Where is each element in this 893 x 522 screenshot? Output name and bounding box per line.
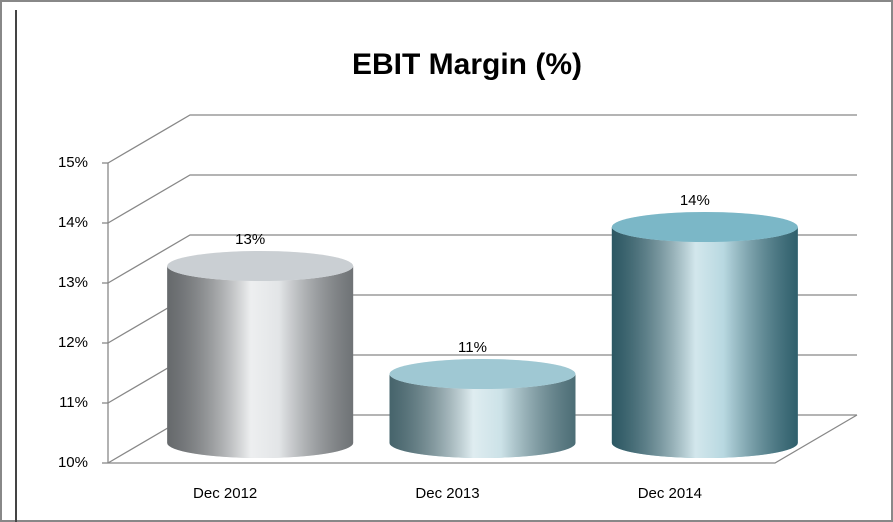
bar-shading [611, 227, 798, 459]
y-tick-label: 14% [58, 214, 88, 231]
bar-shading [389, 374, 576, 459]
bar-top [389, 359, 576, 389]
bar-top [611, 212, 798, 242]
x-tick-label: Dec 2014 [638, 485, 702, 502]
data-label: 14% [680, 192, 710, 209]
bar-top [167, 251, 354, 281]
plot: 10% 11% 12% 13% 14% 15% Dec 2012 13% Dec 2013 11%… [58, 114, 858, 502]
y-tick-label: 10% [58, 454, 88, 471]
y-tick-label: 12% [58, 334, 88, 351]
bar-shading [167, 266, 354, 458]
chart-title: EBIT Margin (%) [352, 48, 582, 81]
grid-line [107, 114, 857, 164]
y-tick-label: 11% [59, 394, 88, 411]
y-tick-label: 15% [58, 154, 88, 171]
y-tick-label: 13% [58, 274, 88, 291]
data-label: 13% [235, 231, 265, 248]
grid-line [107, 174, 857, 224]
bar-top-shading [167, 251, 354, 281]
data-label: 11% [458, 339, 487, 356]
bar-top-shading [611, 212, 798, 242]
floor [108, 414, 858, 464]
x-tick-label: Dec 2012 [193, 485, 257, 502]
x-tick-label: Dec 2013 [415, 485, 479, 502]
bar-top-shading [389, 359, 576, 389]
